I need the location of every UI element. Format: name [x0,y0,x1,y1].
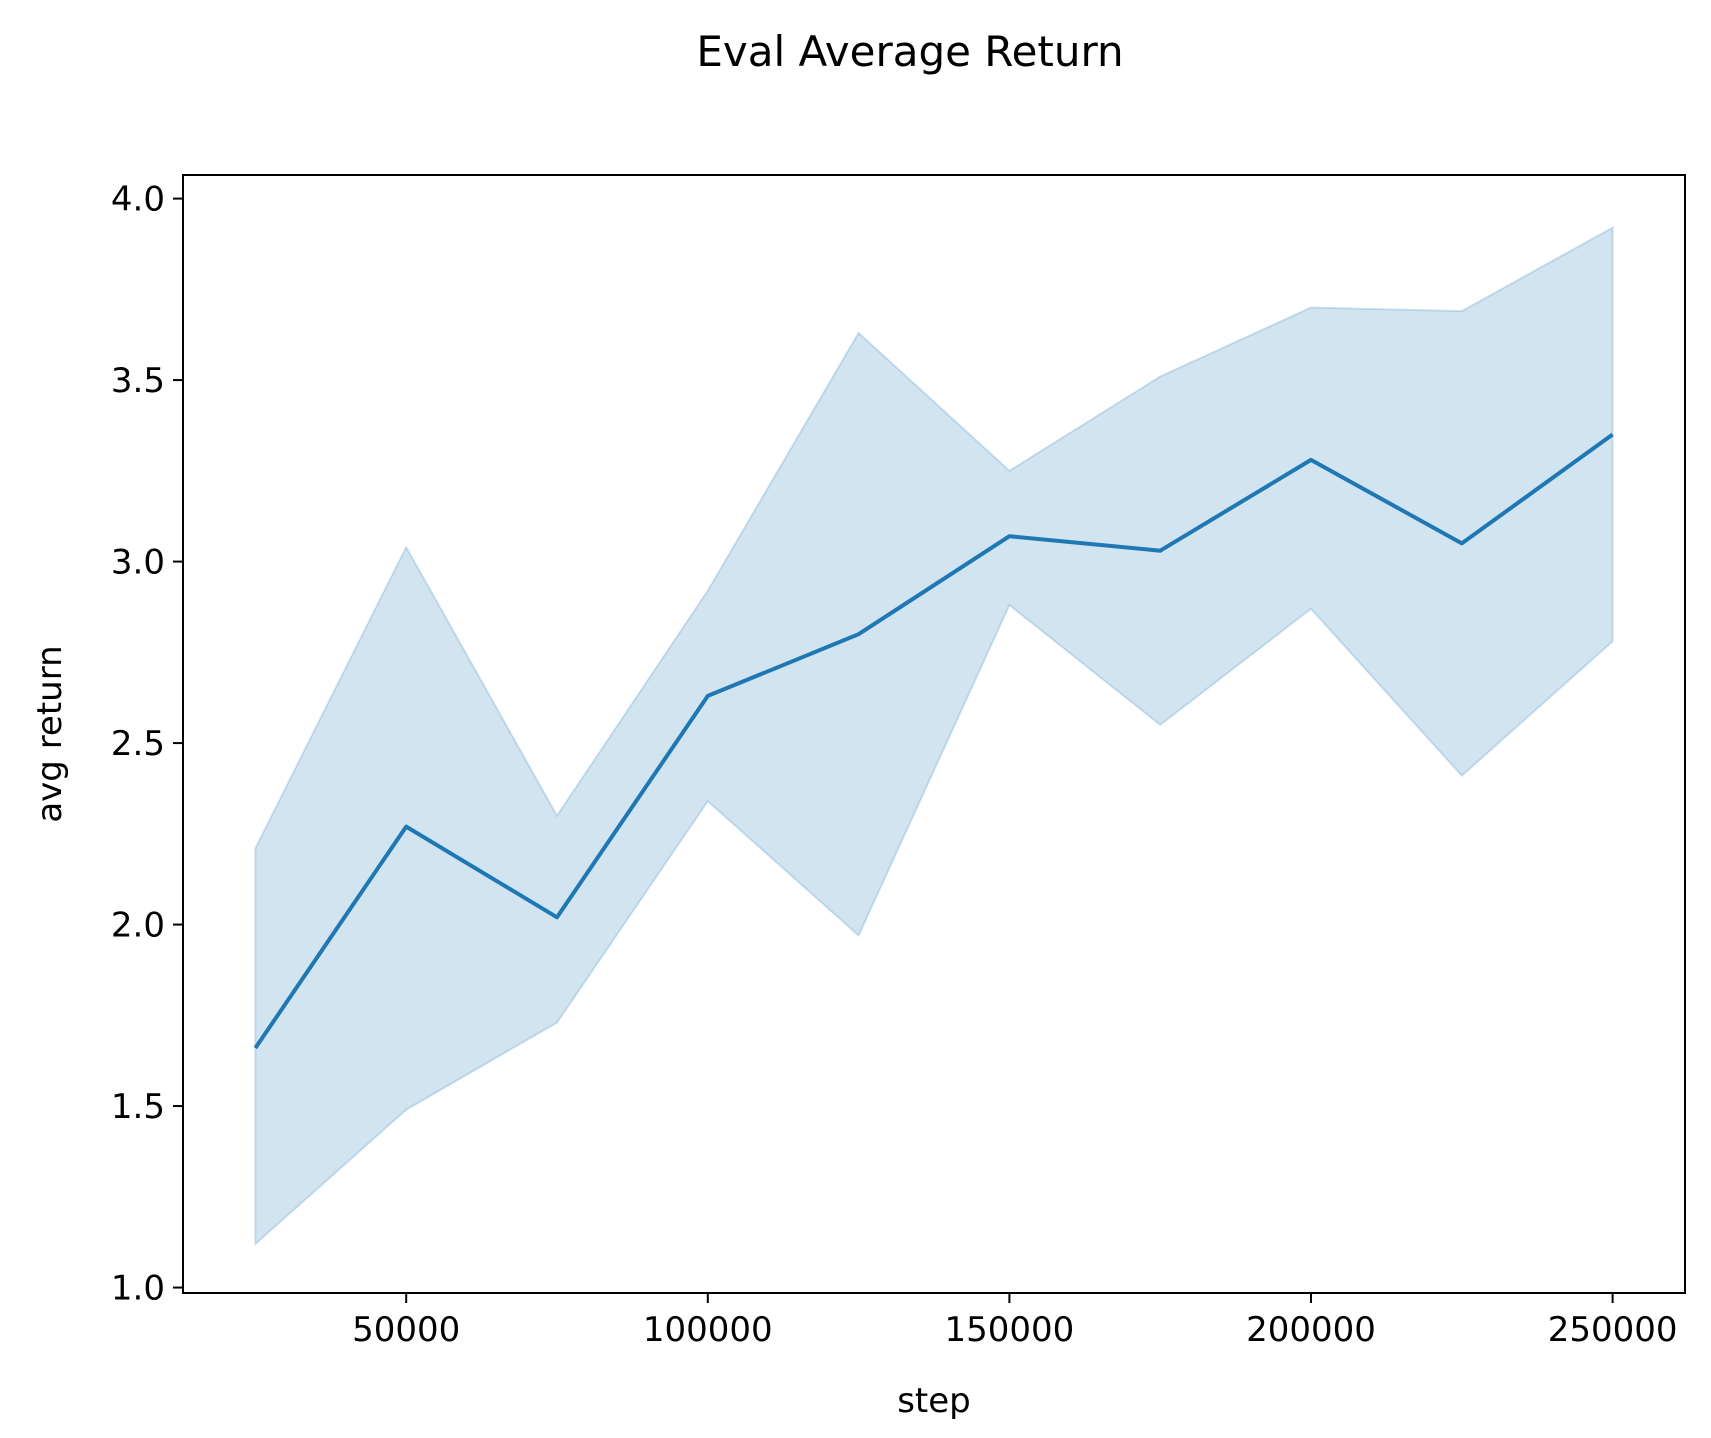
data-point [1007,534,1011,538]
data-point [253,1046,257,1050]
confidence-band [255,228,1612,1244]
x-tick-label: 200000 [1246,1310,1376,1350]
y-tick-label: 2.0 [111,906,165,946]
y-tick-label: 2.5 [111,724,165,764]
y-tick-label: 3.0 [111,543,165,583]
plot-area [253,228,1614,1244]
data-point [555,915,559,919]
y-tick-label: 1.0 [111,1269,165,1309]
data-point [857,632,861,636]
x-tick-label: 150000 [945,1310,1075,1350]
x-tick-label: 50000 [352,1310,460,1350]
data-point [706,694,710,698]
data-point [1309,458,1313,462]
data-point [1158,549,1162,553]
y-tick-label: 3.5 [111,361,165,401]
y-tick-label: 4.0 [111,180,165,220]
chart-title: Eval Average Return [696,27,1123,76]
x-axis: 50000 100000 150000 200000 250000 [352,1293,1677,1350]
data-point [1611,433,1615,437]
data-point [1460,541,1464,545]
x-axis-label: step [897,1381,971,1421]
y-tick-label: 1.5 [111,1087,165,1127]
y-axis: 1.0 1.5 2.0 2.5 3.0 3.5 4.0 [111,180,183,1309]
data-point [404,825,408,829]
x-tick-label: 250000 [1548,1310,1678,1350]
y-axis-label: avg return [30,645,70,822]
x-tick-label: 100000 [643,1310,773,1350]
